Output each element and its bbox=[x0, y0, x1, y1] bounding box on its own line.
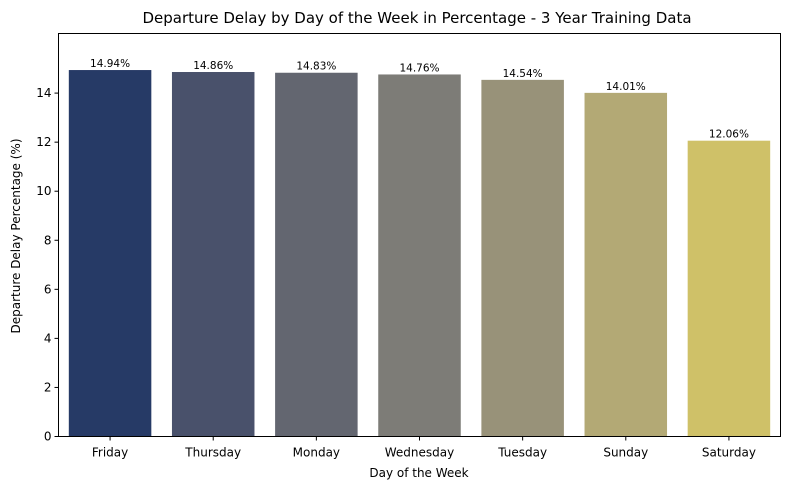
x-tick-label-saturday: Saturday bbox=[702, 446, 756, 460]
x-axis: Friday Thursday Monday Wednesday Tuesday Sund… bbox=[92, 436, 756, 460]
y-axis: 0 2 4 6 8 10 12 14 bbox=[36, 86, 59, 444]
y-axis-label: Departure Delay Percentage (%) bbox=[9, 138, 23, 333]
plot-frame bbox=[58, 33, 781, 437]
data-label-thursday: 14.86% bbox=[193, 60, 233, 72]
y-tick-label-0: 0 bbox=[44, 430, 52, 444]
x-tick-label-wednesday: Wednesday bbox=[385, 446, 454, 460]
data-label-monday: 14.83% bbox=[296, 61, 336, 73]
data-label-friday: 14.94% bbox=[90, 58, 130, 70]
y-tick-label-2: 2 bbox=[44, 380, 52, 394]
y-tick-label-4: 4 bbox=[44, 331, 52, 345]
bars-group bbox=[68, 70, 771, 437]
bar-tuesday bbox=[481, 79, 564, 437]
data-label-tuesday: 14.54% bbox=[503, 68, 543, 80]
y-tick-label-8: 8 bbox=[44, 233, 52, 247]
x-tick-label-monday: Monday bbox=[293, 446, 340, 460]
y-tick-label-10: 10 bbox=[36, 184, 51, 198]
data-label-sunday: 14.01% bbox=[606, 81, 646, 93]
data-labels-group: 14.94% 14.86% 14.83% 14.76% 14.54% 14.01% 12.0… bbox=[90, 58, 749, 141]
x-tick-label-tuesday: Tuesday bbox=[497, 446, 547, 460]
x-tick-label-friday: Friday bbox=[92, 446, 128, 460]
x-tick-label-thursday: Thursday bbox=[184, 446, 241, 460]
x-axis-label: Day of the Week bbox=[369, 466, 468, 480]
bar-friday bbox=[68, 70, 152, 437]
data-label-saturday: 12.06% bbox=[709, 129, 749, 141]
bar-wednesday bbox=[378, 74, 461, 437]
x-tick-label-sunday: Sunday bbox=[603, 446, 648, 460]
y-tick-label-14: 14 bbox=[36, 86, 51, 100]
bar-saturday bbox=[687, 140, 771, 437]
chart-title: Departure Delay by Day of the Week in Pe… bbox=[142, 9, 691, 27]
bar-sunday bbox=[584, 92, 668, 437]
y-tick-label-6: 6 bbox=[44, 282, 52, 296]
y-tick-label-12: 12 bbox=[36, 135, 51, 149]
bar-thursday bbox=[171, 72, 255, 437]
bar-monday bbox=[275, 72, 358, 437]
data-label-wednesday: 14.76% bbox=[399, 62, 439, 74]
